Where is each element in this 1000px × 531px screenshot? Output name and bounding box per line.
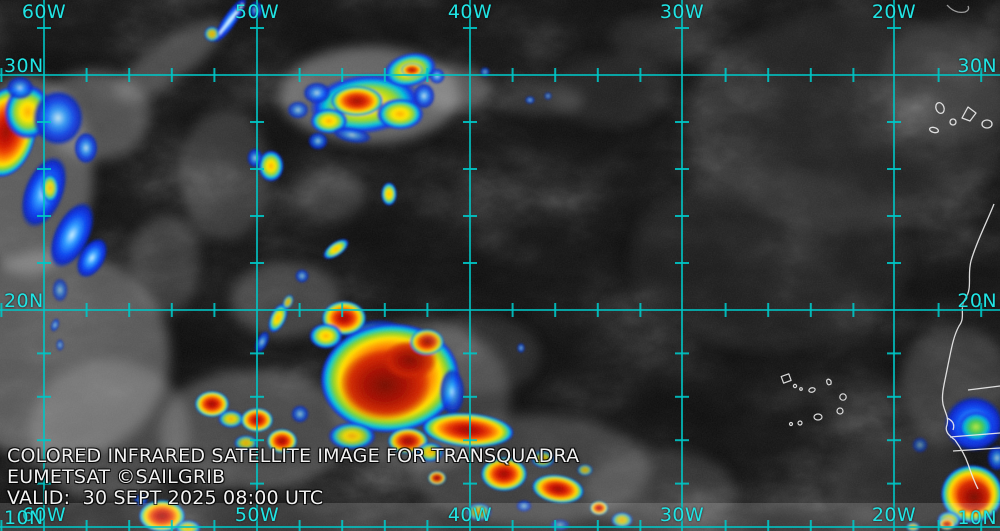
image-title: COLORED INFRARED SATELLITE IMAGE FOR TRA… (7, 445, 580, 467)
grid-label-bottom-30W: 30W (659, 504, 705, 526)
grid-label-top-50W: 50W (234, 1, 280, 23)
credit-line: EUMETSAT ©SAILGRIB (7, 466, 226, 488)
valid-time: VALID: 30 SEPT 2025 08:00 UTC (7, 487, 324, 509)
grid-label-bottom-60W: 60W (21, 504, 67, 526)
grid-label-bottom-50W: 50W (234, 504, 280, 526)
grid-label-top-30W: 30W (659, 1, 705, 23)
grid-label-left-10N: 10N (4, 507, 44, 529)
grid-label-left-20N: 20N (4, 290, 44, 312)
grid-label-left-30N: 30N (4, 55, 44, 77)
grid-label-top-20W: 20W (871, 1, 917, 23)
grid-label-top-60W: 60W (21, 1, 67, 23)
grid-label-right-30N: 30N (957, 55, 997, 77)
grid-label-top-40W: 40W (447, 1, 493, 23)
grid-label-bottom-40W: 40W (447, 504, 493, 526)
grid-label-bottom-20W: 20W (871, 504, 917, 526)
grid-label-right-20N: 20N (957, 290, 997, 312)
grid-label-right-10N: 10N (957, 507, 997, 529)
